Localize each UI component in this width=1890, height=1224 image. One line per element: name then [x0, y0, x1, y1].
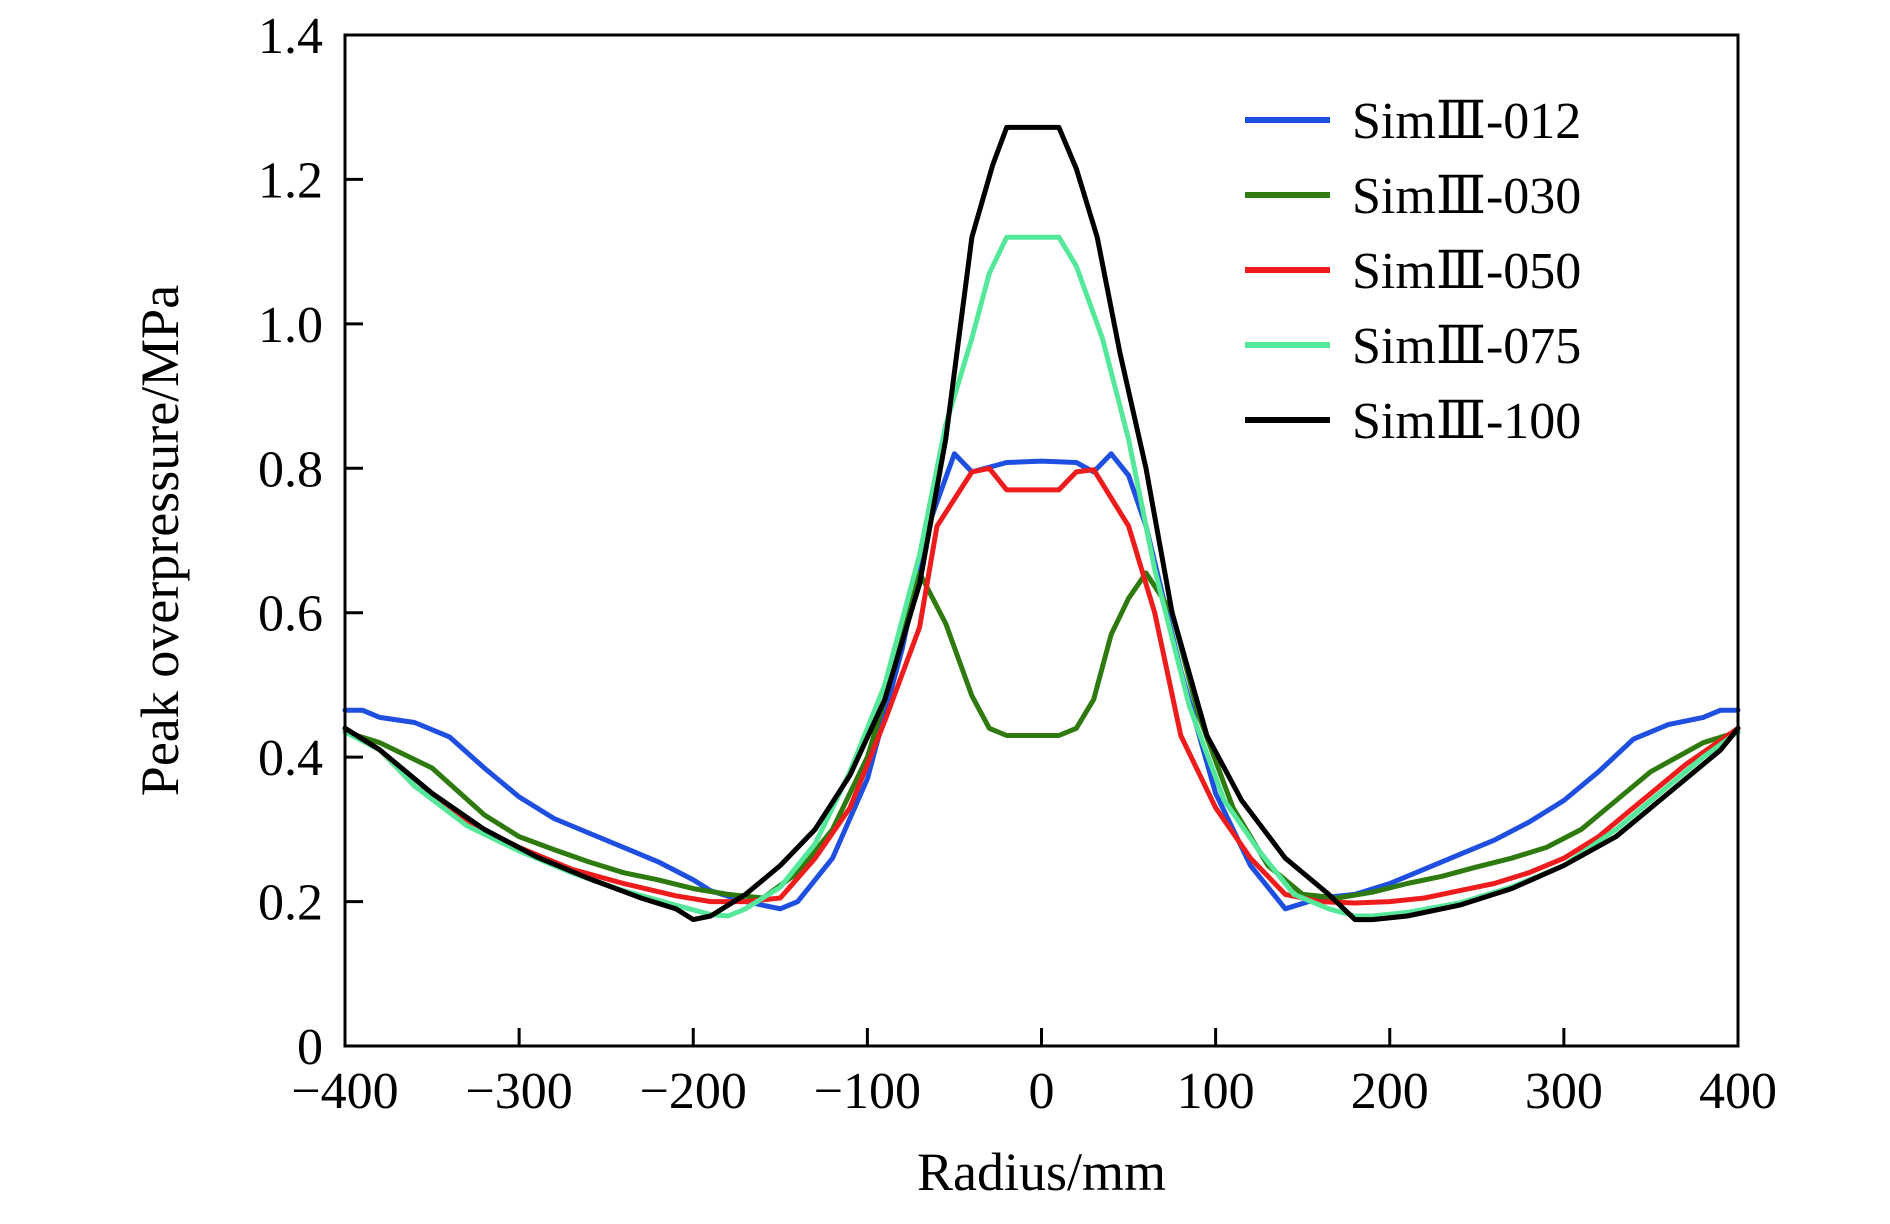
x-tick-label: −200: [640, 1063, 747, 1120]
legend-label-2: SimⅢ-050: [1352, 243, 1581, 300]
y-tick-label: 1.2: [258, 152, 323, 209]
series-layer: [342, 124, 1741, 923]
x-tick-label: −100: [814, 1063, 921, 1120]
x-tick-label: −400: [291, 1063, 398, 1120]
legend: SimⅢ-012 SimⅢ-030 SimⅢ-050 SimⅢ-075 SimⅢ-100: [1245, 93, 1581, 450]
x-tick-label: 300: [1525, 1063, 1603, 1120]
x-tick-label: 200: [1351, 1063, 1429, 1120]
x-tick-label: 400: [1699, 1063, 1777, 1120]
x-tick-label: 0: [1029, 1063, 1055, 1120]
y-axis-label: Peak overpressure/MPa: [130, 285, 190, 796]
y-tick-label: 0: [297, 1019, 323, 1076]
series-line-3: [342, 234, 1741, 919]
y-tick-label: 0.6: [258, 586, 323, 643]
legend-label-4: SimⅢ-100: [1352, 393, 1581, 450]
ticks-layer: −400 −300 −200 −100 0 100 200 300 400 0 0.2 0.4 0.6 0…: [258, 8, 1777, 1120]
series-line-4: [342, 124, 1741, 923]
legend-label-0: SimⅢ-012: [1352, 93, 1581, 150]
y-tick-label: 1.0: [258, 297, 323, 354]
y-tick-label: 1.4: [258, 8, 323, 65]
y-tick-label: 0.4: [258, 730, 323, 787]
x-tick-label: −300: [465, 1063, 572, 1120]
y-tick-label: 0.2: [258, 875, 323, 932]
series-line-0: [342, 451, 1741, 912]
y-tick-label: 0.8: [258, 441, 323, 498]
legend-label-1: SimⅢ-030: [1352, 168, 1581, 225]
legend-label-3: SimⅢ-075: [1352, 318, 1581, 375]
series-line-2: [342, 465, 1741, 906]
x-tick-label: 100: [1177, 1063, 1255, 1120]
series-line-1: [342, 570, 1741, 901]
x-axis-label: Radius/mm: [917, 1142, 1166, 1202]
